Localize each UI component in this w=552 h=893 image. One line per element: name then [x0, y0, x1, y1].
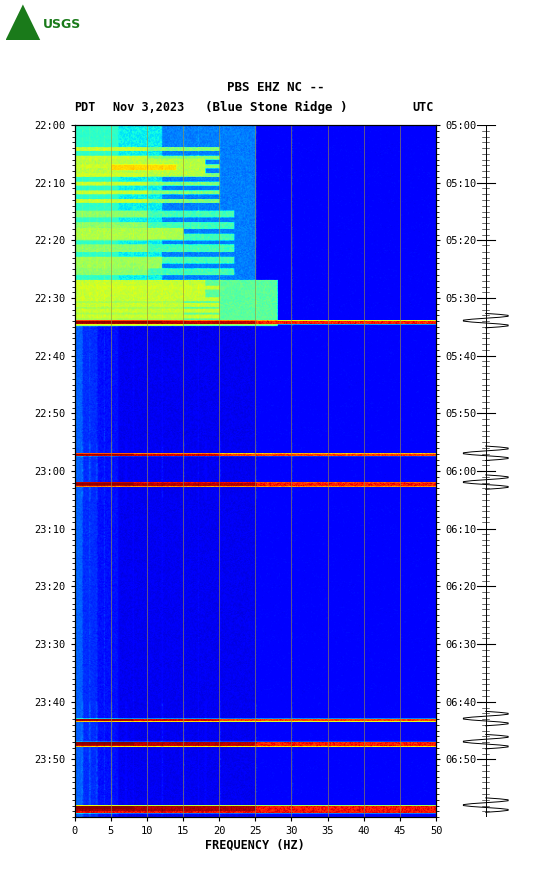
Text: USGS: USGS: [43, 18, 81, 30]
Polygon shape: [6, 4, 40, 40]
Text: Nov 3,2023: Nov 3,2023: [113, 101, 184, 114]
Text: (Blue Stone Ridge ): (Blue Stone Ridge ): [205, 101, 347, 114]
Text: UTC: UTC: [412, 101, 433, 114]
Text: PDT: PDT: [75, 101, 96, 114]
X-axis label: FREQUENCY (HZ): FREQUENCY (HZ): [205, 839, 305, 852]
Text: PBS EHZ NC --: PBS EHZ NC --: [227, 80, 325, 94]
